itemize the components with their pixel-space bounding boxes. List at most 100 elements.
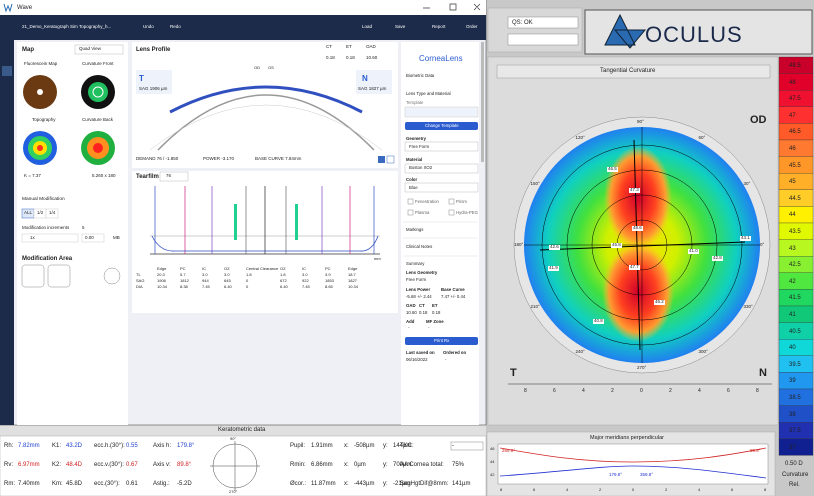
values: 40.5 bbox=[789, 328, 801, 335]
power: POWER -3.170 bbox=[203, 156, 235, 161]
color: Color bbox=[406, 177, 418, 182]
rows: DIA bbox=[136, 284, 143, 289]
scale-cell bbox=[778, 438, 814, 456]
values: 43.5 bbox=[789, 229, 801, 235]
rows: 48.4D bbox=[66, 462, 83, 468]
ordered-value: - bbox=[445, 357, 447, 362]
xticks: 6 bbox=[533, 487, 536, 492]
rows: Pupil: bbox=[290, 443, 306, 449]
rows: -5.2D bbox=[177, 481, 192, 487]
toolbar[interactable]: Report bbox=[432, 24, 446, 29]
mf-value: - bbox=[428, 325, 430, 330]
values: 37 bbox=[789, 444, 796, 451]
xticks: 4 bbox=[566, 487, 569, 492]
rows: 89.8° bbox=[177, 462, 192, 468]
toolbar[interactable]: Save bbox=[395, 24, 406, 29]
template: Template bbox=[406, 100, 424, 105]
ruler: 4 bbox=[582, 388, 585, 394]
headers: Edge bbox=[348, 266, 358, 271]
saved-value: 06/16/2022 bbox=[406, 357, 428, 362]
rows: 10.34 bbox=[157, 284, 168, 289]
values: 38.5 bbox=[789, 395, 801, 401]
title: Map bbox=[22, 47, 34, 53]
rows: 0.67 bbox=[126, 462, 138, 468]
values: 43 bbox=[789, 245, 796, 252]
n-sag: SAG 1827 µm bbox=[358, 86, 387, 91]
rows: 43.2D bbox=[66, 443, 83, 449]
manual: Manual Modification bbox=[22, 197, 65, 202]
angles: 270° bbox=[637, 365, 647, 370]
area: Modification Area bbox=[22, 256, 73, 262]
material: Material bbox=[406, 157, 423, 162]
toolbar[interactable]: Redo bbox=[170, 24, 181, 29]
view[interactable]: Quad View bbox=[79, 46, 101, 51]
rows: 3.9 bbox=[325, 272, 331, 277]
xticks: 2 bbox=[599, 487, 602, 492]
toolbar[interactable]: Load bbox=[362, 24, 373, 29]
headers: OZ bbox=[224, 266, 230, 271]
lens-geometry: Lens Geometry bbox=[406, 270, 438, 275]
value: 0.18 bbox=[432, 310, 441, 315]
headers: PC bbox=[325, 266, 331, 271]
rows: 0 bbox=[246, 278, 249, 283]
label: CT bbox=[419, 303, 425, 308]
rows: 3.0 bbox=[302, 272, 308, 277]
label: OAD bbox=[406, 303, 416, 308]
rows: y: bbox=[383, 481, 388, 487]
rows: 1827 bbox=[348, 278, 357, 283]
rows: 0.55 bbox=[126, 443, 138, 449]
values: 48.5 bbox=[789, 63, 801, 69]
scale-cell bbox=[778, 73, 814, 91]
ruler: 2 bbox=[669, 388, 672, 394]
title: Major meridians perpendicular bbox=[590, 435, 664, 441]
rows: 7.40mm bbox=[18, 481, 40, 487]
rows: 700µm bbox=[393, 462, 412, 468]
values: 41.5 bbox=[789, 295, 801, 302]
t-sag: SAG 1906 µm bbox=[139, 86, 168, 91]
values: 42.5 bbox=[789, 262, 801, 269]
toolbar[interactable]: Order bbox=[466, 24, 478, 29]
values: 39.5 bbox=[789, 361, 801, 368]
angles: 30° bbox=[743, 180, 751, 186]
values: 46 bbox=[789, 146, 796, 152]
qs: QS: OK bbox=[512, 20, 533, 26]
toolbar[interactable]: Undo bbox=[143, 24, 154, 29]
scale-cell bbox=[778, 139, 814, 157]
saved: Last saved on bbox=[406, 350, 435, 355]
rows: ecc.(30°): bbox=[94, 481, 120, 487]
ruler: 8 bbox=[756, 388, 759, 394]
label: ET bbox=[432, 303, 438, 308]
dial: 270° bbox=[229, 489, 238, 494]
rows: 3.0 bbox=[202, 272, 208, 277]
rows: ecc.v.(30°): bbox=[94, 462, 124, 468]
scale-cell bbox=[778, 339, 814, 356]
yticks: 42 bbox=[490, 472, 495, 477]
size: 5.260 x 180 bbox=[92, 173, 116, 178]
scale-cell bbox=[778, 305, 814, 323]
value: 0.18 bbox=[346, 55, 355, 60]
options: Hydra-PEG bbox=[456, 210, 478, 215]
rows: 10.34 bbox=[348, 284, 359, 289]
markings: Markings bbox=[406, 227, 424, 232]
base: BASE CURVE 7.84mm bbox=[255, 156, 302, 161]
segments[interactable]: 1/4 bbox=[49, 210, 56, 215]
contours: 45.8 bbox=[611, 242, 622, 248]
rows: 1906 bbox=[157, 278, 166, 283]
xticks: 8 bbox=[500, 487, 503, 492]
add: Add bbox=[406, 319, 415, 324]
rows: 75% bbox=[452, 462, 465, 468]
thumbs: Topography bbox=[32, 117, 56, 122]
labels: 179.8° bbox=[609, 472, 623, 477]
angles: 120° bbox=[575, 135, 585, 141]
value: 10.60 bbox=[406, 310, 417, 315]
rows: 3.0 bbox=[224, 272, 230, 277]
rows: 1853 bbox=[325, 278, 334, 283]
material-value: Boston XO2 bbox=[409, 165, 433, 170]
increments: Modification increments bbox=[22, 225, 70, 230]
values: 45.5 bbox=[789, 162, 801, 169]
segments[interactable]: ALL bbox=[24, 210, 33, 215]
segments[interactable]: 1/2 bbox=[37, 210, 44, 215]
offset: 0.00 bbox=[85, 235, 94, 240]
notes: Clinical Notes bbox=[406, 244, 433, 249]
kind: Curvature bbox=[782, 472, 809, 479]
